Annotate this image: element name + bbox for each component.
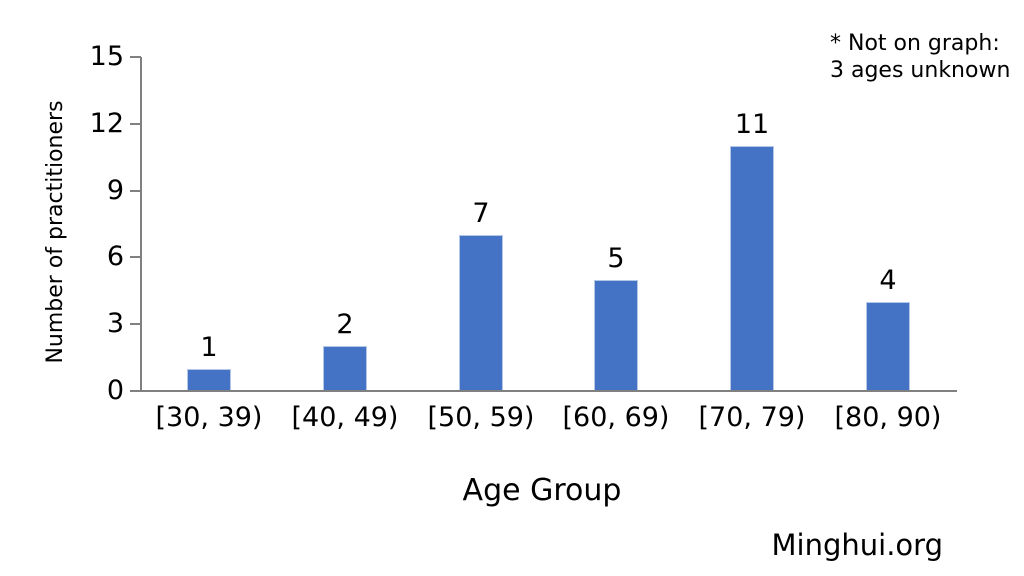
y-tick-mark [130,122,141,125]
x-axis-line [130,390,957,392]
x-tick-label: [40, 49) [291,402,399,433]
y-tick-label: 9 [106,174,124,206]
bar-value-label: 2 [336,309,354,340]
source-label: Minghui.org [771,528,943,562]
x-tick-label: [30, 39) [155,402,263,433]
bar-30-39 [187,369,231,391]
bar-40-49 [323,346,367,391]
bar-60-69 [594,280,638,391]
bar-value-label: 7 [472,198,490,229]
y-tick-mark [130,323,141,326]
y-axis-line [140,57,142,391]
y-tick-label: 6 [106,241,124,273]
y-tick-label: 12 [89,107,124,139]
annotation-line-1: * Not on graph: [830,31,1000,56]
chart-annotation: * Not on graph: 3 ages unknown [830,30,1010,84]
annotation-line-2: 3 ages unknown [830,58,1011,83]
x-tick-label: [80, 90) [834,402,942,433]
y-tick-label: 15 [89,41,124,72]
bar-value-label: 5 [607,243,625,274]
bar-50-59 [459,235,503,391]
y-tick-mark [130,256,141,259]
x-tick-label: [70, 79) [698,402,806,433]
x-axis-title: Age Group [462,473,622,508]
x-tick-label: [60, 69) [562,402,670,433]
y-tick-label: 0 [106,375,124,406]
y-tick-mark [130,56,141,58]
y-tick-mark [130,189,141,192]
bar-value-label: 4 [879,265,897,296]
bar-70-79 [730,146,774,391]
bar-80-90 [866,302,910,391]
bar-value-label: 1 [200,332,218,363]
bar-value-label: 11 [734,109,770,140]
y-tick-label: 3 [106,308,124,340]
x-tick-label: [50, 59) [427,402,535,433]
